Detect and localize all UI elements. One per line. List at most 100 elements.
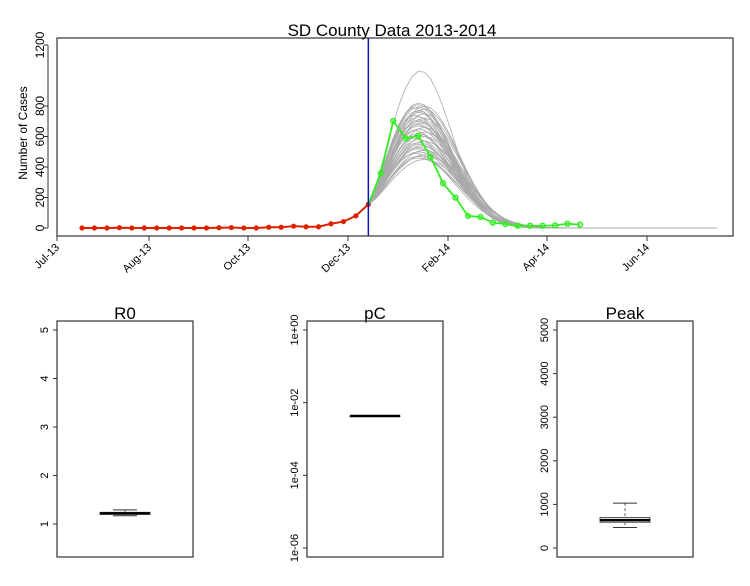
- observed-holdout-point: [564, 220, 571, 227]
- x-tick-label: Jul-13: [32, 242, 62, 272]
- observed-fit-point: [154, 225, 160, 231]
- y-tick-label: 4000: [539, 361, 551, 385]
- simulation-line: [367, 105, 717, 229]
- observed-holdout-point: [502, 220, 509, 228]
- observed-holdout-point: [377, 170, 384, 177]
- observed-series: [79, 38, 584, 236]
- observed-fit-point: [91, 225, 98, 231]
- x-axis: Jul-13 Aug-13 Oct-13 Dec-13 Feb-14 Apr-14 Jun-…: [32, 235, 652, 276]
- simulation-line: [367, 108, 717, 229]
- simulation-line: [368, 136, 717, 229]
- observed-fit-point: [216, 225, 222, 231]
- observed-fit-point: [253, 225, 259, 231]
- y-tick-label: 5000: [539, 318, 551, 342]
- simulation-line: [368, 153, 717, 229]
- main-time-series-plot: SD County Data 2013-2014 Number of Cases…: [16, 21, 734, 276]
- observed-fit-point: [116, 225, 122, 231]
- y-tick-label: 400: [33, 157, 47, 177]
- y-tick-label: 4: [39, 375, 51, 381]
- y-axis: 0 200 400 600 800 1200: [33, 31, 49, 231]
- y-tick-label: 2000: [539, 449, 551, 473]
- observed-fit-point: [228, 224, 234, 231]
- x-tick-label: Feb-14: [420, 242, 453, 275]
- y-tick-label: 1e-04: [289, 461, 301, 489]
- y-tick-label: 3000: [539, 405, 551, 429]
- observed-fit-point: [141, 225, 147, 231]
- y-tick-label: 0: [33, 224, 47, 231]
- y-tick-label: 200: [33, 187, 47, 207]
- simulation-line: [367, 70, 717, 229]
- parameter-boxplots: R0 1 2 3 4 5 pC 1e-06 1e-04 1e-02 1e+00 Peak 0 1000 20…: [39, 304, 694, 562]
- simulation-line: [368, 151, 717, 229]
- observed-fit-point: [278, 224, 284, 230]
- y-tick-label: 1200: [33, 31, 47, 58]
- boxplot-pc: pC 1e-06 1e-04 1e-02 1e+00: [289, 304, 444, 562]
- boxplot-frame: [306, 320, 444, 558]
- boxplot-title: R0: [114, 304, 136, 323]
- y-tick-label: 600: [33, 126, 47, 146]
- observed-fit-point: [104, 225, 110, 231]
- x-tick-label: Dec-13: [320, 242, 354, 276]
- observed-holdout-point: [427, 153, 434, 161]
- y-tick-label: 1e-06: [289, 534, 301, 562]
- main-title: SD County Data 2013-2014: [288, 21, 497, 40]
- boxplot-frame: [556, 320, 694, 558]
- observed-fit-point: [129, 225, 135, 231]
- observed-fit-point: [328, 221, 334, 227]
- observed-holdout-point: [539, 222, 546, 229]
- observed-fit-line: [82, 203, 370, 229]
- boxplot-title: pC: [364, 304, 386, 323]
- boxplot-title: Peak: [606, 304, 645, 323]
- observed-holdout-point: [477, 213, 484, 221]
- observed-holdout-point: [576, 221, 584, 228]
- observed-fit-point: [179, 225, 185, 231]
- simulation-line: [368, 157, 717, 229]
- observed-holdout-point: [527, 222, 534, 229]
- observed-holdout-point: [402, 135, 409, 142]
- observed-fit-point: [303, 224, 309, 230]
- simulation-line: [367, 130, 717, 229]
- y-tick-label: 1000: [539, 492, 551, 516]
- observed-holdout-point: [514, 222, 521, 229]
- y-tick-label: 3: [39, 424, 51, 430]
- x-tick-label: Aug-13: [121, 242, 155, 276]
- y-tick-label: 5: [39, 327, 51, 333]
- observed-holdout-point: [415, 132, 422, 139]
- simulation-line: [368, 155, 717, 229]
- observed-holdout-point: [452, 194, 459, 201]
- x-tick-label: Apr-14: [520, 242, 552, 274]
- observed-fit-point: [291, 223, 297, 229]
- y-tick-label: 1e-02: [289, 389, 301, 417]
- simulation-line: [367, 116, 717, 229]
- observed-fit-point: [340, 218, 347, 225]
- observed-fit-point: [191, 225, 197, 231]
- observed-holdout-point: [439, 180, 447, 187]
- y-tick-label: 1: [39, 521, 51, 527]
- y-tick-label: 2: [39, 472, 51, 478]
- observed-fit-point: [203, 225, 210, 231]
- x-tick-label: Oct-13: [221, 242, 253, 274]
- simulation-line: [368, 154, 717, 229]
- observed-holdout-point: [390, 117, 397, 125]
- boxplot-frame: [56, 320, 194, 558]
- observed-fit-point: [266, 224, 272, 230]
- simulation-curves: [367, 70, 717, 229]
- observed-fit-point: [79, 225, 85, 231]
- y-tick-label: 0: [539, 545, 551, 551]
- observed-holdout-point: [489, 219, 497, 226]
- y-tick-label: 800: [33, 96, 47, 116]
- x-tick-label: Jun-14: [620, 242, 652, 274]
- observed-fit-point: [241, 225, 247, 231]
- boxplot-peak: Peak 0 1000 2000 3000 4000 5000: [539, 304, 694, 558]
- observed-fit-point: [166, 225, 172, 231]
- boxplot-r0: R0 1 2 3 4 5: [39, 304, 194, 558]
- y-axis-label: Number of Cases: [16, 86, 30, 179]
- observed-fit-point: [353, 213, 359, 219]
- simulation-line: [367, 113, 717, 229]
- simulation-line: [367, 128, 717, 229]
- observed-holdout-point: [464, 212, 472, 220]
- simulation-line: [368, 146, 717, 229]
- observed-holdout-point: [551, 222, 559, 229]
- simulation-line: [367, 126, 717, 229]
